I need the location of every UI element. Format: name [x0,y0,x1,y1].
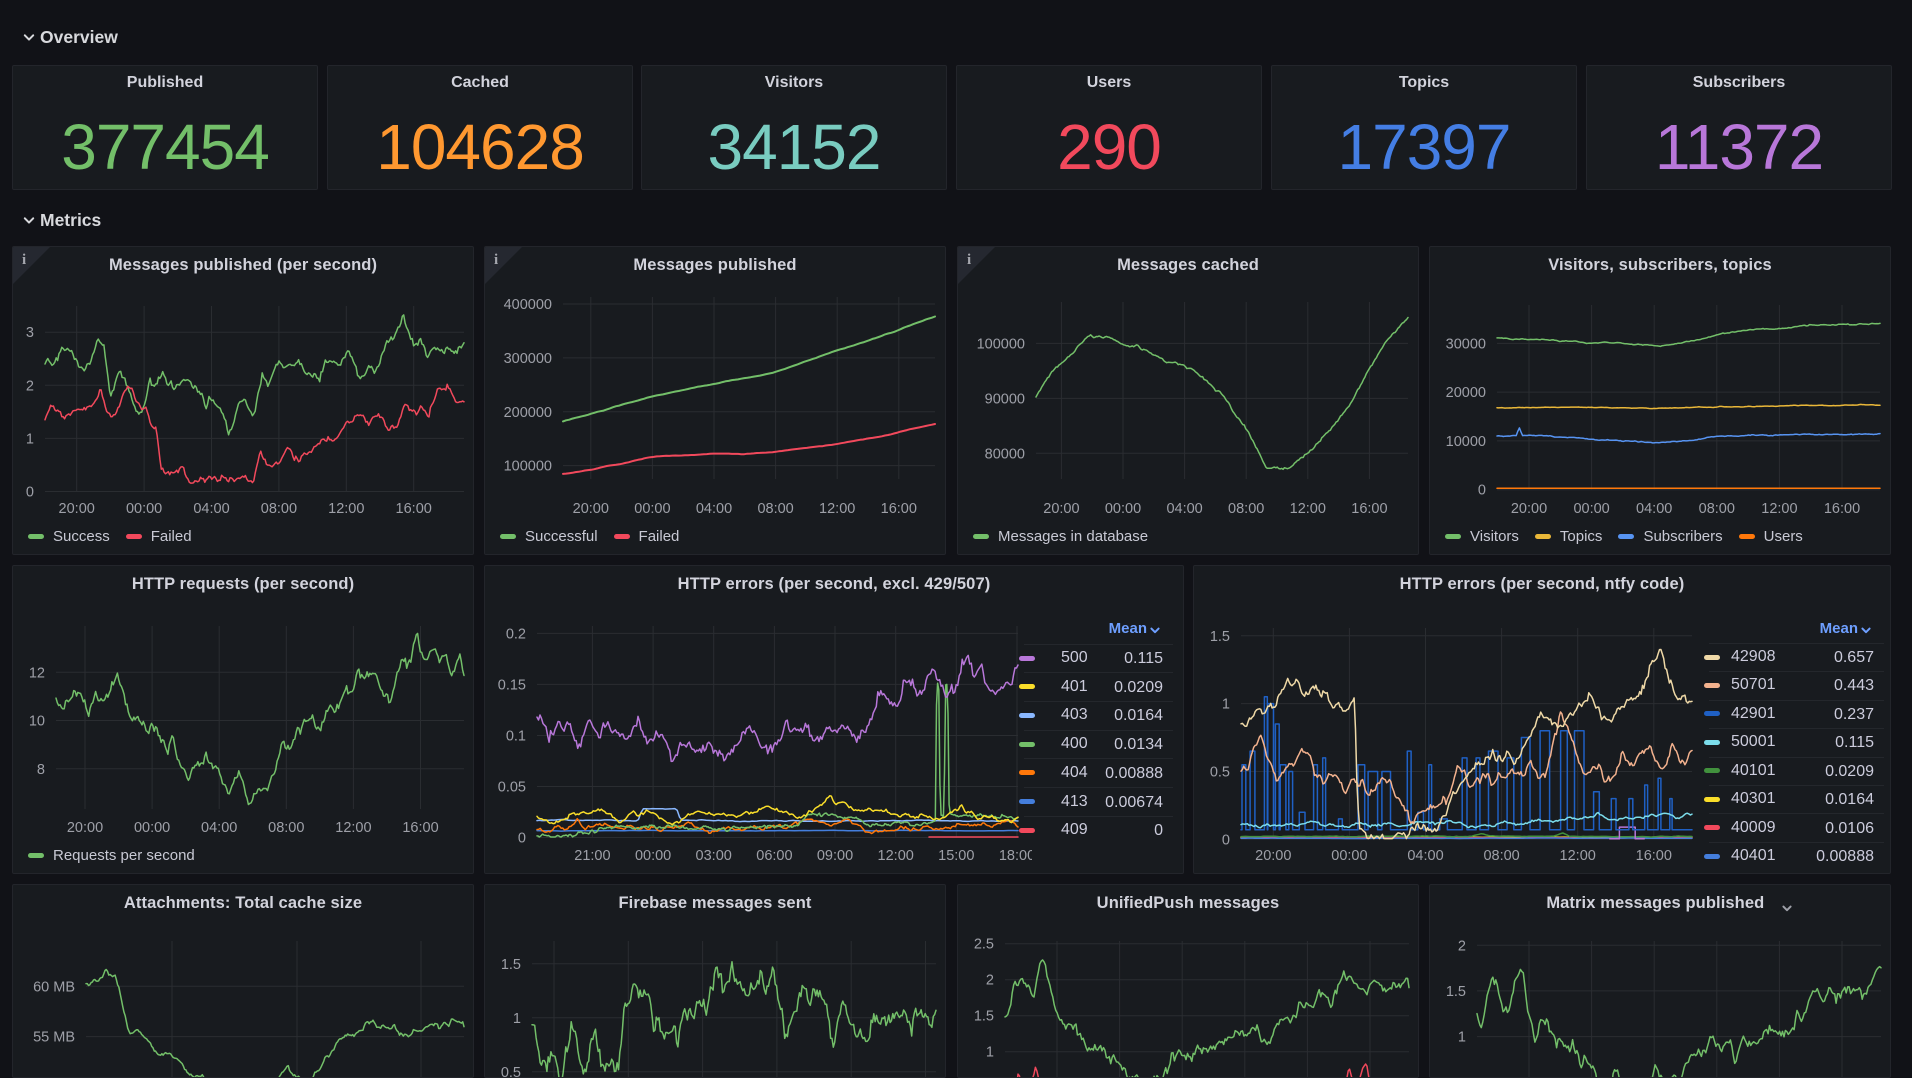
svg-text:60 MB: 60 MB [33,979,75,995]
svg-text:03:00: 03:00 [696,848,732,864]
svg-text:04:00: 04:00 [1166,501,1202,517]
svg-text:3: 3 [26,325,34,341]
svg-text:0.5: 0.5 [501,1065,521,1078]
svg-text:2: 2 [26,378,34,394]
svg-text:0.5: 0.5 [1446,1075,1466,1078]
svg-text:1: 1 [1458,1030,1466,1046]
svg-text:12:00: 12:00 [878,848,914,864]
svg-text:80000: 80000 [985,446,1025,462]
svg-text:30000: 30000 [1446,336,1486,352]
svg-text:16:00: 16:00 [881,501,917,517]
svg-text:12: 12 [29,665,45,681]
svg-text:16:00: 16:00 [402,820,438,836]
svg-text:55 MB: 55 MB [33,1030,75,1046]
svg-text:2: 2 [986,973,994,989]
svg-text:0: 0 [1478,483,1486,499]
svg-text:1.5: 1.5 [1446,984,1466,1000]
svg-text:04:00: 04:00 [1407,848,1443,864]
svg-text:8: 8 [37,762,45,778]
svg-text:09:00: 09:00 [817,848,853,864]
svg-text:400000: 400000 [504,297,552,313]
svg-text:12:00: 12:00 [1761,501,1797,517]
svg-text:00:00: 00:00 [635,848,671,864]
svg-text:12:00: 12:00 [819,501,855,517]
svg-text:08:00: 08:00 [268,820,304,836]
svg-text:100000: 100000 [504,459,552,475]
svg-text:12:00: 12:00 [328,501,364,517]
svg-text:00:00: 00:00 [1105,501,1141,517]
svg-text:08:00: 08:00 [1483,848,1519,864]
svg-text:08:00: 08:00 [1699,501,1735,517]
svg-text:0: 0 [26,485,34,501]
svg-text:08:00: 08:00 [261,501,297,517]
svg-text:1: 1 [1222,697,1230,713]
svg-text:0.05: 0.05 [498,780,526,796]
svg-text:04:00: 04:00 [201,820,237,836]
svg-text:10: 10 [29,714,45,730]
svg-text:15:00: 15:00 [938,848,974,864]
svg-text:16:00: 16:00 [1636,848,1672,864]
svg-text:1.5: 1.5 [1210,629,1230,645]
svg-text:20:00: 20:00 [573,501,609,517]
svg-text:1.5: 1.5 [974,1009,994,1025]
svg-text:90000: 90000 [985,391,1025,407]
svg-text:0: 0 [518,831,526,847]
svg-text:08:00: 08:00 [1228,501,1264,517]
svg-text:00:00: 00:00 [134,820,170,836]
svg-text:04:00: 04:00 [193,501,229,517]
svg-text:20000: 20000 [1446,385,1486,401]
svg-text:16:00: 16:00 [396,501,432,517]
svg-text:0.2: 0.2 [506,626,526,642]
svg-text:0: 0 [1222,832,1230,848]
svg-text:12:00: 12:00 [1560,848,1596,864]
svg-text:00:00: 00:00 [1573,501,1609,517]
svg-text:12:00: 12:00 [1290,501,1326,517]
svg-text:16:00: 16:00 [1824,501,1860,517]
svg-text:0.5: 0.5 [1210,765,1230,781]
svg-text:00:00: 00:00 [126,501,162,517]
svg-text:200000: 200000 [504,405,552,421]
svg-text:300000: 300000 [504,351,552,367]
svg-text:18:00: 18:00 [999,848,1035,864]
svg-text:100000: 100000 [977,336,1025,352]
svg-text:06:00: 06:00 [756,848,792,864]
svg-text:08:00: 08:00 [757,501,793,517]
svg-text:00:00: 00:00 [634,501,670,517]
svg-text:00:00: 00:00 [1331,848,1367,864]
svg-text:10000: 10000 [1446,434,1486,450]
svg-text:1: 1 [513,1011,521,1027]
svg-text:16:00: 16:00 [1351,501,1387,517]
svg-text:1: 1 [26,431,34,447]
svg-text:12:00: 12:00 [335,820,371,836]
svg-text:1.5: 1.5 [501,957,521,973]
svg-text:0.15: 0.15 [498,677,526,693]
svg-text:0.1: 0.1 [506,729,526,745]
svg-text:04:00: 04:00 [1636,501,1672,517]
svg-text:1: 1 [986,1045,994,1061]
svg-text:2.5: 2.5 [974,937,994,953]
svg-text:04:00: 04:00 [696,501,732,517]
svg-text:20:00: 20:00 [67,820,103,836]
svg-text:20:00: 20:00 [59,501,95,517]
svg-text:2: 2 [1458,938,1466,954]
svg-text:20:00: 20:00 [1511,501,1547,517]
svg-text:20:00: 20:00 [1255,848,1291,864]
svg-text:21:00: 21:00 [574,848,610,864]
svg-text:20:00: 20:00 [1043,501,1079,517]
